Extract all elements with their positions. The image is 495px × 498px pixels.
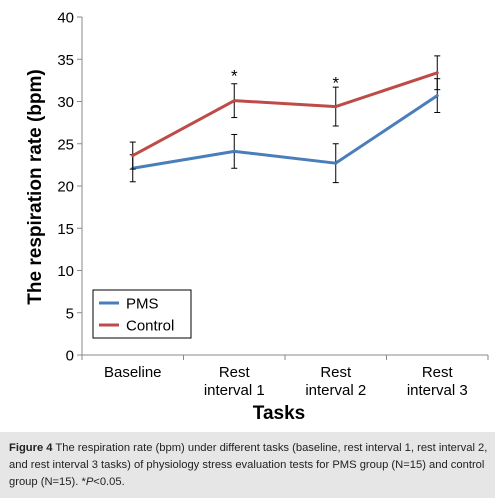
- x-tick-label: interval 2: [305, 382, 366, 399]
- figure-caption: Figure 4 The respiration rate (bpm) unde…: [9, 440, 489, 491]
- x-tick-label: Baseline: [104, 364, 162, 381]
- y-tick-label: 30: [57, 94, 74, 111]
- x-tick-label: Rest: [320, 364, 352, 381]
- x-tick-label: interval 3: [407, 382, 468, 399]
- data-point-pms: [435, 94, 439, 98]
- series-line-pms: [132, 94, 439, 170]
- y-tick-label: 15: [57, 221, 74, 238]
- caption-p-symbol: P: [85, 476, 94, 488]
- data-point-control: [131, 154, 135, 158]
- data-point-control: [435, 71, 439, 75]
- x-tick-label: Rest: [422, 364, 454, 381]
- significance-marker: *: [332, 73, 339, 92]
- data-point-control: [232, 99, 236, 103]
- series-layer: * *: [129, 55, 441, 184]
- y-tick-label: 10: [57, 263, 74, 280]
- data-point-pms: [232, 149, 236, 153]
- y-tick-label: 25: [57, 136, 74, 153]
- y-tick-label: 40: [57, 10, 74, 27]
- legend-label-pms: PMS: [126, 296, 159, 313]
- y-tick-label: 35: [57, 52, 74, 69]
- data-point-control: [334, 105, 338, 109]
- legend-label-control: Control: [126, 318, 174, 335]
- caption-background: [0, 432, 495, 498]
- caption-text-end: <0.05.: [93, 476, 125, 488]
- data-point-pms: [334, 161, 338, 165]
- y-tick-label: 0: [66, 348, 74, 365]
- x-tick-label: interval 1: [204, 382, 265, 399]
- significance-marker: *: [231, 67, 238, 86]
- caption-text: The respiration rate (bpm) under differe…: [9, 442, 488, 488]
- legend: PMS Control: [92, 289, 192, 339]
- x-axis-title: Tasks: [253, 403, 305, 424]
- y-axis-title: The respiration rate (bpm): [25, 69, 46, 304]
- x-tick-label: Rest: [219, 364, 251, 381]
- y-tick-label: 5: [66, 305, 74, 322]
- legend-box: [92, 289, 192, 339]
- y-tick-label: 20: [57, 179, 74, 196]
- caption-label: Figure 4: [9, 442, 53, 454]
- series-line-control: [132, 71, 438, 157]
